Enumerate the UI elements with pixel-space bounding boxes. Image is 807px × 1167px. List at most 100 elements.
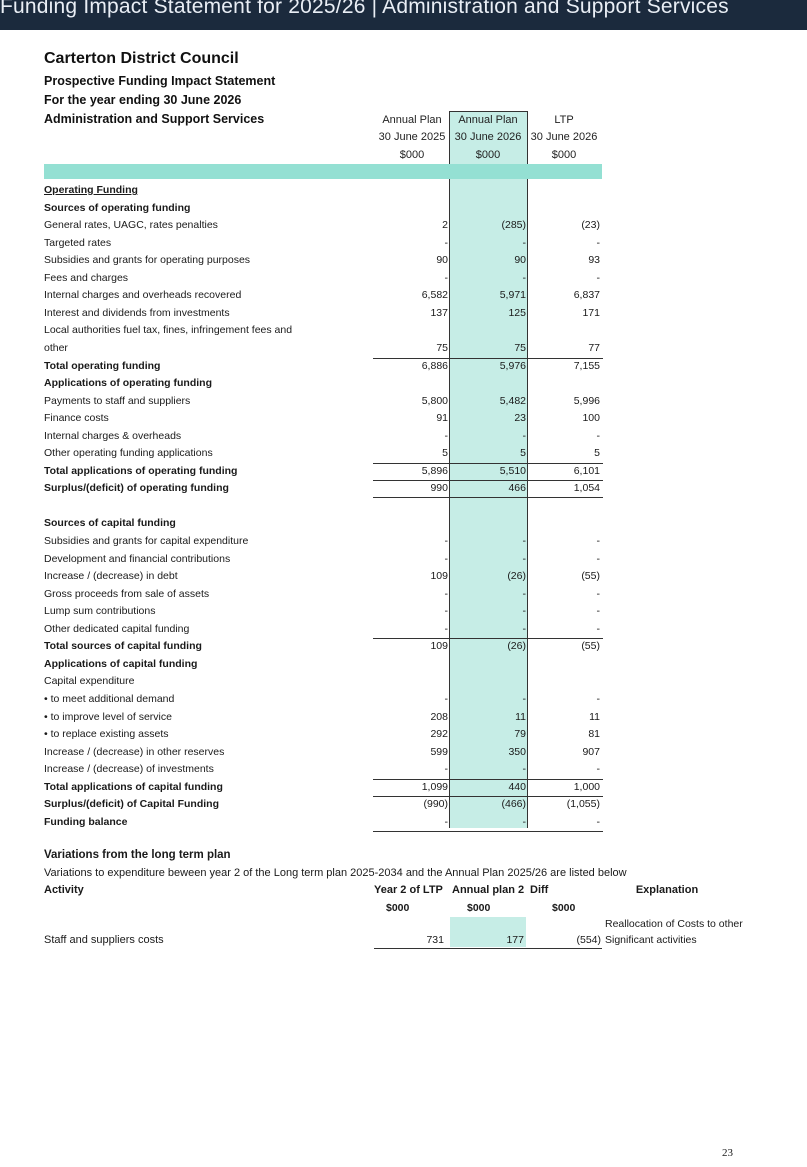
- row-value-col1: 208: [430, 710, 448, 723]
- table-row: Increase / (decrease) of investments - - -: [44, 761, 604, 778]
- table-row: Operating Funding: [44, 182, 604, 199]
- table-row: Finance costs 91 23 100: [44, 410, 604, 427]
- total-rule: [373, 778, 603, 780]
- row-value-col2: 5,971: [499, 289, 526, 302]
- row-value-col2: -: [522, 605, 527, 618]
- row-value-col1: 6,582: [421, 289, 448, 302]
- row-label: Subsidies and grants for capital expendi…: [44, 535, 249, 547]
- row-label: Total applications of capital funding: [44, 780, 223, 793]
- var-ltp-value: 731: [426, 934, 444, 946]
- row-value-col1: 2: [442, 219, 448, 232]
- row-label: other: [44, 341, 68, 354]
- table-row: Surplus/(deficit) of Capital Funding (990…: [44, 796, 604, 813]
- table-row: Internal charges & overheads - - -: [44, 428, 604, 445]
- row-value-col3: (55): [581, 570, 600, 583]
- row-value-col1: 5,896: [421, 464, 448, 477]
- row-label: • to improve level of service: [44, 710, 172, 723]
- row-label: Fees and charges: [44, 271, 129, 284]
- row-value-col1: (990): [423, 798, 448, 811]
- row-value-col3: 11: [589, 710, 600, 723]
- row-value-col2: 75: [514, 341, 526, 354]
- table-row: Development and financial contributions -…: [44, 551, 604, 568]
- row-label: Capital expenditure: [44, 675, 135, 688]
- row-label: Local authorities fuel tax, fines, infri…: [44, 324, 293, 337]
- table-row: • to meet additional demand - - -: [44, 691, 604, 708]
- row-label: Interest and dividends from investments: [44, 306, 230, 319]
- row-value-col3: (55): [581, 640, 600, 653]
- table-row: Increase / (decrease) in other reserves 5…: [44, 744, 604, 761]
- row-value-col3: -: [596, 271, 601, 284]
- row-value-col2: 23: [514, 412, 526, 425]
- col2-line1: Annual Plan: [458, 114, 518, 126]
- row-value-col1: 90: [436, 254, 448, 267]
- row-value-col2: -: [522, 236, 527, 249]
- row-value-col3: -: [596, 429, 601, 442]
- row-label: • to replace existing assets: [44, 728, 169, 741]
- col3-unit: $000: [551, 149, 577, 161]
- table-row: [44, 498, 604, 515]
- row-value-col3: 6,837: [573, 289, 600, 302]
- row-value-col3: -: [596, 236, 601, 249]
- row-value-col3: 1,000: [573, 780, 600, 793]
- table-row: Applications of operating funding: [44, 375, 604, 392]
- statement-period: For the year ending 30 June 2026: [44, 93, 242, 107]
- row-value-col2: 125: [508, 306, 526, 319]
- row-value-col3: 93: [588, 254, 600, 267]
- row-label: Total applications of operating funding: [44, 464, 238, 477]
- row-value-col3: 7,155: [573, 359, 600, 372]
- row-label: Surplus/(deficit) of Capital Funding: [44, 798, 219, 811]
- statement-title: Prospective Funding Impact Statement: [44, 74, 276, 88]
- row-value-col2: -: [522, 271, 527, 284]
- row-value-col1: -: [444, 815, 449, 828]
- total-rule: [373, 497, 603, 499]
- row-label: Other dedicated capital funding: [44, 622, 190, 635]
- row-label: Increase / (decrease) in other reserves: [44, 745, 225, 758]
- var-header-ltp: Year 2 of LTP: [374, 884, 443, 896]
- row-value-col2: -: [522, 622, 527, 635]
- row-label: Development and financial contributions: [44, 552, 231, 565]
- total-rule: [373, 638, 603, 640]
- row-label: Other operating funding applications: [44, 447, 213, 460]
- row-label: Internal charges and overheads recovered: [44, 289, 242, 302]
- row-value-col3: (1,055): [566, 798, 600, 811]
- table-row: Total applications of operating funding 5…: [44, 463, 604, 480]
- row-value-col1: -: [444, 552, 449, 565]
- row-value-col1: 292: [430, 728, 448, 741]
- var-annual-value: 177: [506, 934, 524, 946]
- row-value-col2: -: [522, 552, 527, 565]
- row-value-col2: 11: [515, 710, 526, 723]
- col1-unit: $000: [399, 149, 425, 161]
- row-label: Surplus/(deficit) of operating funding: [44, 482, 229, 495]
- row-value-col2: 440: [508, 780, 526, 793]
- row-label: Internal charges & overheads: [44, 429, 182, 442]
- activity-name: Administration and Support Services: [44, 112, 265, 126]
- var-header-activity: Activity: [44, 884, 84, 896]
- row-label: Gross proceeds from sale of assets: [44, 587, 210, 600]
- table-row: other 75 75 77: [44, 340, 604, 357]
- var-unit-diff: $000: [552, 902, 576, 914]
- row-value-col1: -: [444, 605, 449, 618]
- table-row: Internal charges and overheads recovered…: [44, 287, 604, 304]
- row-value-col1: -: [444, 763, 449, 776]
- table-row: Increase / (decrease) in debt 109 (26) (55): [44, 568, 604, 585]
- row-value-col2: 350: [508, 745, 526, 758]
- row-value-col3: -: [596, 535, 601, 547]
- row-value-col1: -: [444, 587, 449, 600]
- row-value-col1: 6,886: [421, 359, 448, 372]
- banner-title: Funding Impact Statement for 2025/26 | A…: [0, 0, 729, 18]
- row-value-col1: 137: [430, 306, 448, 319]
- row-value-col3: -: [596, 605, 601, 618]
- row-value-col3: -: [596, 552, 601, 565]
- col1-line2: 30 June 2025: [378, 131, 446, 143]
- var-header-explanation: Explanation: [635, 884, 699, 896]
- council-name: Carterton District Council: [44, 50, 239, 67]
- row-value-col2: 5,482: [499, 394, 526, 407]
- row-value-col1: 5,800: [421, 394, 448, 407]
- row-value-col3: -: [596, 763, 601, 776]
- row-value-col2: -: [522, 587, 527, 600]
- row-value-col1: 5: [442, 447, 448, 460]
- row-label: Applications of capital funding: [44, 657, 198, 670]
- row-label: Finance costs: [44, 412, 109, 425]
- row-value-col1: -: [444, 236, 449, 249]
- row-value-col2: -: [522, 535, 527, 547]
